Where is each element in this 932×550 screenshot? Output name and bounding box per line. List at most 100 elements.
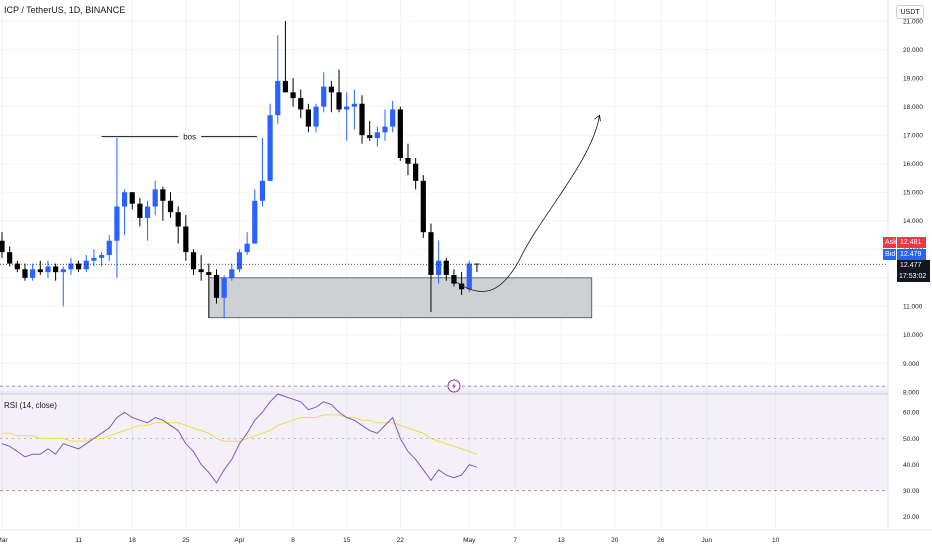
candle	[451, 274, 457, 284]
candle	[474, 263, 480, 265]
candle	[443, 260, 449, 275]
rsi-tick-label: 40.00	[903, 462, 920, 469]
candle	[351, 103, 357, 107]
rsi-tick-label: 30.00	[903, 488, 920, 495]
time-axis[interactable]: Mar 11 18 25 Apr 8 15 22 May 7 13 20 26 Jun 10	[0, 537, 780, 544]
candlesticks	[0, 21, 480, 318]
time-tick-label: 25	[182, 537, 190, 544]
ask-price-tag: 12.481	[897, 237, 926, 248]
candle	[7, 252, 13, 264]
rsi-legend[interactable]: RSI (14, close)	[4, 401, 57, 410]
time-tick-label: Apr	[234, 537, 245, 544]
grid-lines	[0, 0, 888, 530]
candle	[236, 252, 243, 270]
lightning-icon[interactable]	[447, 379, 461, 393]
candle	[252, 200, 258, 244]
time-tick-label: 11	[75, 537, 82, 544]
candle	[167, 200, 174, 213]
countdown-tag: 17:53:02	[897, 271, 930, 282]
candle	[91, 257, 97, 261]
candle	[321, 86, 327, 107]
candle	[0, 240, 5, 253]
candle	[420, 180, 426, 233]
candle	[259, 180, 266, 201]
candle	[275, 80, 281, 116]
candle	[76, 263, 82, 270]
candle	[382, 126, 388, 133]
demand-zone	[208, 277, 593, 319]
candle	[183, 226, 189, 253]
bid-label: Bid	[883, 249, 896, 260]
candle	[22, 269, 28, 278]
candle	[397, 109, 403, 158]
arrow-head	[594, 114, 601, 122]
rsi-tick-label: 60.00	[903, 410, 920, 417]
candle	[83, 260, 89, 270]
rsi-ma-line	[2, 414, 478, 455]
time-tick-label: 20	[611, 537, 619, 544]
candle	[359, 103, 365, 136]
candle	[160, 189, 166, 201]
rsi-line	[1, 393, 478, 484]
time-tick-label: Jun	[701, 537, 712, 544]
time-tick-label: 22	[397, 537, 405, 544]
candle	[114, 206, 120, 241]
candle	[390, 109, 396, 127]
price-axis[interactable]: 21.000 20.000 19.000 18.000 17.000 16.000 15.0…	[903, 18, 923, 396]
last-price-tag: 12.477	[897, 260, 930, 271]
candle	[198, 269, 204, 273]
candle	[344, 106, 350, 110]
candle	[459, 283, 465, 290]
candle	[137, 203, 143, 218]
time-tick-label: 26	[657, 537, 665, 544]
candle	[213, 274, 220, 298]
time-tick-label: 18	[129, 537, 137, 544]
price-tick-label: 18.000	[903, 104, 923, 111]
rsi-axis[interactable]: 60.00 50.00 40.00 30.00 20.00	[903, 410, 920, 522]
price-tick-label: 9.000	[903, 361, 920, 368]
rsi-tick-label: 50.00	[903, 436, 920, 443]
candle	[60, 269, 66, 273]
currency-button[interactable]: USDT	[896, 5, 924, 19]
price-tick-label: 17.000	[903, 132, 923, 139]
price-tick-label: 10.000	[903, 332, 923, 339]
candle	[144, 206, 151, 218]
candle	[367, 135, 373, 139]
price-tick-label: 8.000	[903, 389, 920, 396]
candle	[129, 192, 135, 204]
candle	[436, 260, 442, 275]
candle	[190, 252, 197, 270]
candle	[405, 157, 411, 164]
candle	[68, 263, 74, 270]
candle	[53, 266, 59, 273]
candle	[221, 277, 227, 298]
price-tick-label: 20.000	[903, 47, 923, 54]
chart-title: ICP / TetherUS, 1D, BINANCE	[4, 5, 126, 15]
candle	[14, 263, 20, 270]
candle	[298, 98, 304, 110]
candle	[466, 263, 472, 290]
candle	[175, 212, 181, 227]
time-tick-label: 8	[291, 537, 295, 544]
candle	[121, 192, 128, 207]
candle	[106, 240, 112, 256]
price-tick-label: 11.000	[903, 304, 923, 311]
candle	[336, 92, 342, 110]
price-tick-label: 15.000	[903, 190, 923, 197]
price-tick-label: 21.000	[903, 18, 923, 25]
candle	[206, 272, 212, 275]
bos-label: bos	[183, 133, 196, 142]
price-tick-label: 19.000	[903, 75, 923, 82]
price-tick-label: 14.000	[903, 218, 923, 225]
candle	[282, 80, 289, 93]
candle	[328, 86, 334, 93]
bid-price-tag: 12.479	[897, 249, 926, 260]
candle	[30, 269, 36, 278]
time-tick-label: 15	[343, 537, 351, 544]
candle	[267, 115, 273, 181]
time-tick-label: Mar	[0, 537, 8, 544]
time-tick-label: May	[463, 537, 476, 544]
projection-arrow	[451, 115, 600, 292]
candle	[413, 163, 419, 181]
